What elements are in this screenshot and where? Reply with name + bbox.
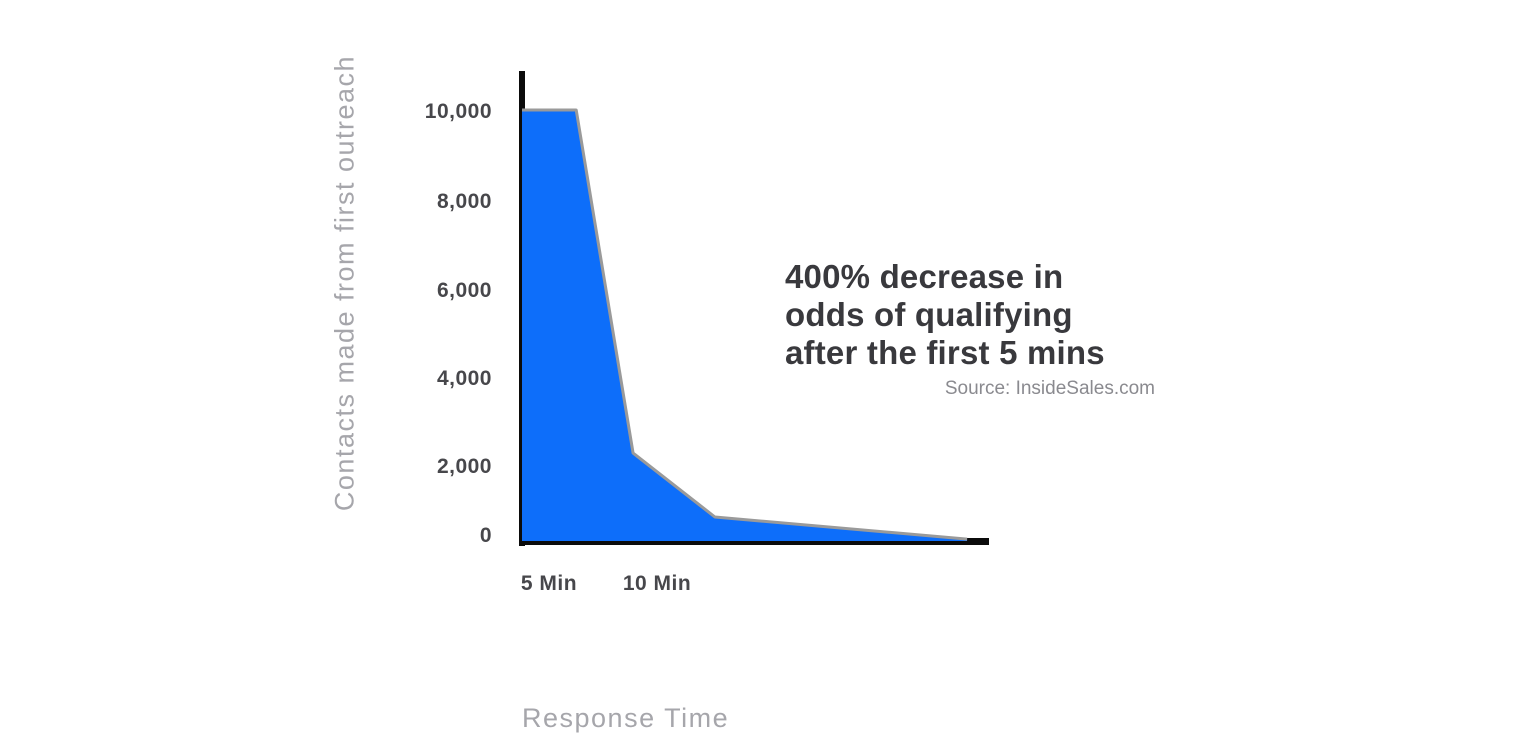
x-tick-label: 10 Min — [622, 572, 692, 595]
area-chart-svg — [522, 108, 968, 541]
annotation-line-2: odds of qualifying — [785, 296, 1073, 333]
annotation-source: Source: InsideSales.com — [944, 378, 1155, 399]
y-tick-label: 4,000 — [436, 367, 492, 391]
y-axis-title: Contacts made from first outreach — [329, 54, 360, 512]
y-tick-label: 2,000 — [436, 455, 492, 479]
x-axis-title: Response Time — [522, 703, 730, 733]
annotation-line-3: after the first 5 mins — [785, 334, 1105, 371]
y-tick-label: 8,000 — [436, 190, 492, 214]
annotation-headline: 400% decrease in odds of qualifying afte… — [785, 258, 1155, 372]
annotation-block: 400% decrease in odds of qualifying afte… — [785, 258, 1155, 400]
x-axis-line — [519, 538, 989, 545]
y-tick-label: 0 — [479, 524, 492, 548]
y-tick-label: 6,000 — [436, 279, 492, 303]
annotation-line-1: 400% decrease in — [785, 258, 1064, 295]
y-tick-label: 10,000 — [424, 100, 492, 124]
area-outline — [522, 108, 968, 541]
x-tick-label: 5 Min — [520, 572, 578, 595]
